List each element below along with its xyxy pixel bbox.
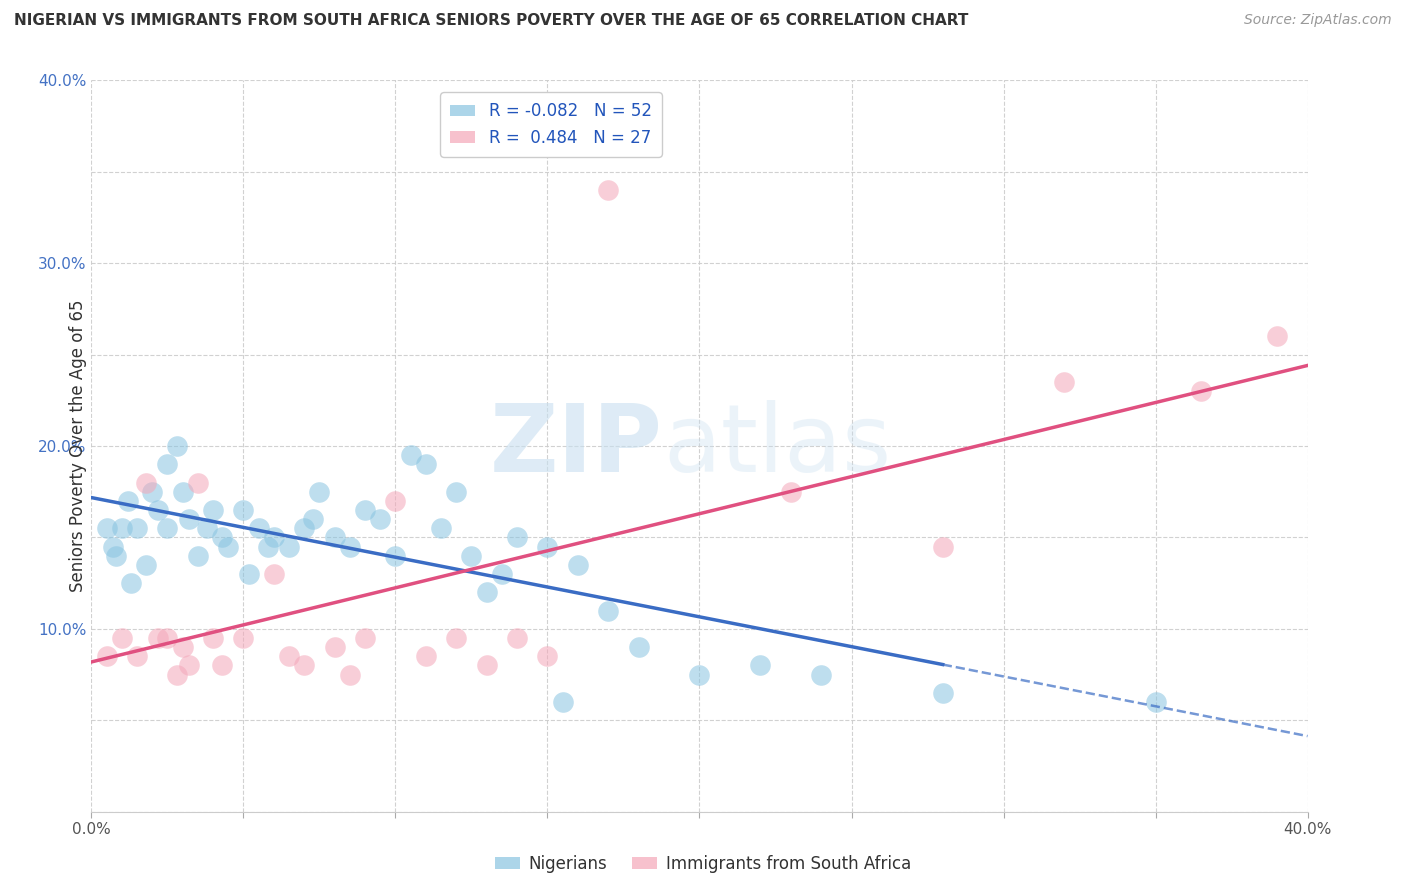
Y-axis label: Seniors Poverty Over the Age of 65: Seniors Poverty Over the Age of 65 — [69, 300, 87, 592]
Point — [172, 640, 194, 655]
Point — [1189, 384, 1212, 398]
Point — [232, 503, 254, 517]
Point — [931, 540, 953, 554]
Point — [232, 631, 254, 645]
Point — [278, 649, 301, 664]
Point — [156, 631, 179, 645]
Point — [247, 521, 270, 535]
Point — [302, 512, 325, 526]
Point — [125, 649, 148, 664]
Point — [148, 503, 170, 517]
Point — [1053, 375, 1076, 389]
Point — [166, 667, 188, 681]
Point — [195, 521, 218, 535]
Point — [120, 576, 142, 591]
Text: ZIP: ZIP — [491, 400, 664, 492]
Point — [430, 521, 453, 535]
Point — [263, 530, 285, 544]
Point — [399, 448, 422, 462]
Point — [384, 494, 406, 508]
Point — [506, 631, 529, 645]
Point — [148, 631, 170, 645]
Point — [187, 475, 209, 490]
Point — [238, 567, 260, 582]
Point — [141, 484, 163, 499]
Point — [187, 549, 209, 563]
Text: NIGERIAN VS IMMIGRANTS FROM SOUTH AFRICA SENIORS POVERTY OVER THE AGE OF 65 CORR: NIGERIAN VS IMMIGRANTS FROM SOUTH AFRICA… — [14, 13, 969, 29]
Point — [567, 558, 589, 572]
Point — [354, 503, 377, 517]
Point — [96, 521, 118, 535]
Point — [117, 494, 139, 508]
Point — [354, 631, 377, 645]
Point — [1144, 695, 1167, 709]
Point — [211, 530, 233, 544]
Point — [172, 484, 194, 499]
Point — [96, 649, 118, 664]
Point — [177, 658, 200, 673]
Point — [475, 658, 498, 673]
Point — [135, 558, 157, 572]
Point — [598, 183, 620, 197]
Point — [339, 540, 361, 554]
Legend: Nigerians, Immigrants from South Africa: Nigerians, Immigrants from South Africa — [488, 848, 918, 880]
Point — [156, 457, 179, 471]
Point — [211, 658, 233, 673]
Point — [810, 667, 832, 681]
Point — [256, 540, 278, 554]
Text: Source: ZipAtlas.com: Source: ZipAtlas.com — [1244, 13, 1392, 28]
Point — [415, 457, 437, 471]
Point — [460, 549, 482, 563]
Point — [135, 475, 157, 490]
Point — [111, 521, 134, 535]
Point — [323, 530, 346, 544]
Point — [368, 512, 391, 526]
Point — [202, 631, 225, 645]
Point — [536, 649, 558, 664]
Point — [536, 540, 558, 554]
Point — [292, 658, 315, 673]
Point — [292, 521, 315, 535]
Point — [263, 567, 285, 582]
Point — [551, 695, 574, 709]
Point — [202, 503, 225, 517]
Point — [125, 521, 148, 535]
Point — [506, 530, 529, 544]
Legend: R = -0.082   N = 52, R =  0.484   N = 27: R = -0.082 N = 52, R = 0.484 N = 27 — [440, 92, 662, 157]
Point — [177, 512, 200, 526]
Point — [217, 540, 239, 554]
Point — [475, 585, 498, 599]
Point — [339, 667, 361, 681]
Text: atlas: atlas — [664, 400, 891, 492]
Point — [491, 567, 513, 582]
Point — [278, 540, 301, 554]
Point — [323, 640, 346, 655]
Point — [688, 667, 710, 681]
Point — [111, 631, 134, 645]
Point — [598, 603, 620, 617]
Point — [444, 484, 467, 499]
Point — [156, 521, 179, 535]
Point — [627, 640, 650, 655]
Point — [444, 631, 467, 645]
Point — [101, 540, 124, 554]
Point — [779, 484, 801, 499]
Point — [415, 649, 437, 664]
Point — [308, 484, 330, 499]
Point — [104, 549, 127, 563]
Point — [749, 658, 772, 673]
Point — [1265, 329, 1288, 343]
Point — [166, 439, 188, 453]
Point — [931, 686, 953, 700]
Point — [384, 549, 406, 563]
